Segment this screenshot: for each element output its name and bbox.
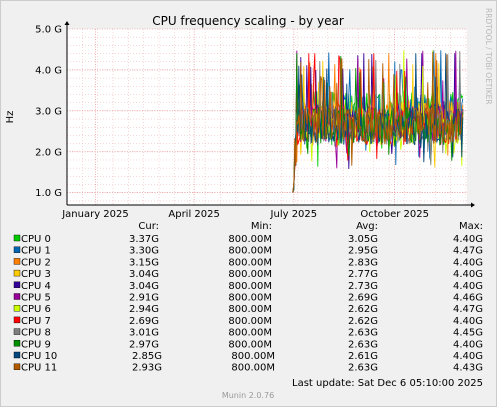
legend-value: 2.62G (348, 304, 378, 315)
legend-series-name: CPU 9 (21, 339, 51, 350)
legend-series-name: CPU 8 (21, 328, 51, 339)
legend-value: 800.00M (228, 316, 272, 327)
x-tick-label: July 2025 (270, 209, 318, 220)
legend-value: 2.69G (129, 316, 159, 327)
legend-swatch (13, 269, 21, 277)
legend-value: 2.61G (348, 351, 378, 362)
legend-value: 4.40G (453, 269, 483, 280)
legend-value: 2.85G (132, 351, 162, 362)
y-tick-label: 3.0 G (35, 106, 62, 117)
legend-value: 2.63G (348, 339, 378, 350)
legend-swatch (13, 293, 21, 300)
rrdtool-watermark: RRDTOOL / TOBI OETIKER (484, 8, 493, 105)
axes (64, 21, 475, 208)
legend-value: 3.04G (129, 269, 159, 280)
legend-value: 800.00M (228, 246, 272, 257)
x-tick-labels: January 2025 April 2025 July 2025 October 2… (61, 209, 429, 220)
legend-value: 800.00M (228, 328, 272, 339)
series-line-cpu-11 (292, 51, 464, 193)
legend-value: 4.40G (453, 257, 483, 268)
legend-value: 2.62G (348, 316, 378, 327)
legend-value: 2.95G (348, 246, 378, 257)
legend-swatch (13, 246, 21, 253)
legend-swatch (13, 351, 21, 359)
y-tick-label: 4.0 G (35, 65, 62, 76)
legend-swatch (13, 234, 21, 242)
y-tick-label: 5.0 G (35, 25, 62, 36)
legend-value: 3.30G (129, 246, 159, 257)
legend-value: 800.00M (228, 257, 272, 268)
legend-value: 3.37G (129, 234, 159, 245)
legend-value: 2.77G (348, 269, 378, 280)
legend-value: 800.00M (228, 304, 272, 315)
legend-column-header: Cur: (138, 221, 159, 232)
legend-series-name: CPU 6 (21, 304, 51, 315)
legend-value: 800.00M (228, 293, 272, 304)
legend-swatch (13, 305, 21, 312)
legend-series-name: CPU 5 (21, 293, 51, 304)
legend-value: 800.00M (228, 339, 272, 350)
legend-value: 2.97G (129, 339, 159, 350)
x-tick-label: April 2025 (168, 209, 219, 220)
y-tick-label: 1.0 G (35, 188, 62, 199)
legend-value: 2.73G (348, 281, 378, 292)
y-tick-labels: 1.0 G 2.0 G 3.0 G 4.0 G 5.0 G (35, 25, 62, 200)
legend-value: 3.04G (129, 281, 159, 292)
legend-series-name: CPU 7 (21, 316, 51, 327)
legend-value: 4.43G (453, 363, 483, 374)
legend-value: 3.05G (348, 234, 378, 245)
legend-swatch (13, 328, 21, 335)
y-tick-label: 2.0 G (35, 147, 62, 158)
legend-series-name: CPU 4 (21, 281, 51, 292)
legend-value: 2.63G (348, 328, 378, 339)
x-tick-label: October 2025 (360, 209, 429, 220)
legend-value: 2.91G (129, 293, 159, 304)
series-lines (292, 50, 464, 193)
legend-value: 4.40G (453, 339, 483, 350)
legend: Cur: Min: Avg: Max: CPU 0 3.37G 800.00M 3.05G 4.… (13, 221, 483, 374)
legend-series-name: CPU 10 (21, 351, 57, 362)
legend-value: 2.93G (132, 363, 162, 374)
legend-swatch (13, 340, 21, 347)
legend-series-name: CPU 2 (21, 257, 51, 268)
legend-value: 2.69G (348, 293, 378, 304)
legend-swatch (13, 281, 21, 288)
x-axis-arrow (471, 202, 475, 208)
legend-swatch (13, 363, 21, 370)
legend-column-header: Max: (459, 221, 483, 232)
legend-value: 4.40G (453, 281, 483, 292)
legend-value: 4.40G (453, 316, 483, 327)
y-axis-label: Hz (5, 111, 16, 124)
legend-value: 800.00M (228, 269, 272, 280)
legend-swatch (13, 258, 21, 265)
legend-series-name: CPU 1 (21, 246, 51, 257)
legend-value: 3.15G (129, 257, 159, 268)
legend-swatch (13, 316, 21, 324)
footer-version: Munin 2.0.76 (222, 391, 274, 400)
legend-value: 800.00M (228, 234, 272, 245)
legend-value: 2.83G (348, 257, 378, 268)
legend-value: 3.01G (129, 328, 159, 339)
legend-value: 4.46G (453, 293, 483, 304)
x-tick-label: January 2025 (61, 209, 129, 220)
legend-value: 800.00M (231, 351, 275, 362)
legend-value: 4.40G (453, 351, 483, 362)
y-axis-arrow (64, 21, 70, 25)
legend-column-header: Min: (251, 221, 272, 232)
legend-value: 800.00M (228, 281, 272, 292)
last-update: Last update: Sat Dec 6 05:10:00 2025 (292, 378, 483, 389)
legend-value: 4.40G (453, 234, 483, 245)
chart-title: CPU frequency scaling - by year (152, 14, 344, 28)
legend-series-name: CPU 11 (21, 363, 57, 374)
legend-value: 2.94G (129, 304, 159, 315)
legend-value: 4.47G (453, 246, 483, 257)
legend-value: 2.63G (348, 363, 378, 374)
legend-value: 4.47G (453, 304, 483, 315)
legend-series-name: CPU 3 (21, 269, 51, 280)
legend-series-name: CPU 0 (21, 234, 51, 245)
legend-value: 4.45G (453, 328, 483, 339)
legend-value: 800.00M (231, 363, 275, 374)
legend-column-header: Avg: (356, 221, 378, 232)
